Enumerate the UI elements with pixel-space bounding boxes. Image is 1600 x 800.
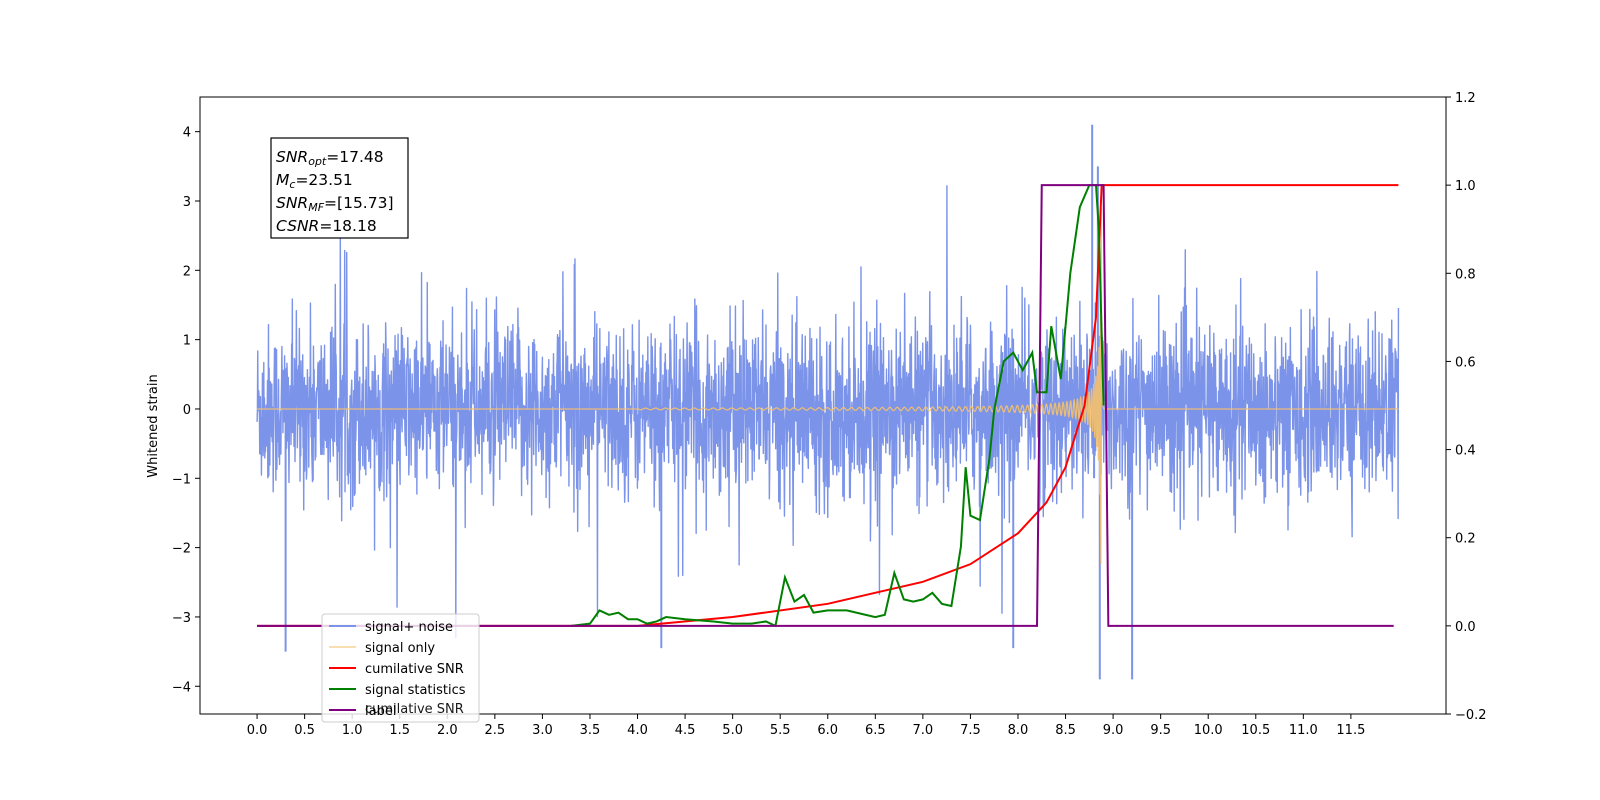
x-tick-label: 8.0 — [1008, 723, 1029, 738]
x-tick-label: 8.5 — [1055, 723, 1076, 738]
x-tick-label: 4.0 — [627, 723, 648, 738]
x-tick-label: 3.5 — [580, 723, 601, 738]
y-right-tick-label: 0.6 — [1455, 355, 1476, 370]
x-tick-label: 9.0 — [1103, 723, 1124, 738]
legend-item-label: signal only — [365, 641, 435, 656]
signal-noise-line — [256, 185, 1400, 639]
legend-item-label: signal+ noise — [365, 620, 453, 635]
y-left-tick-label: −3 — [172, 611, 191, 626]
plot-area — [256, 124, 1400, 680]
legend-frame — [321, 613, 480, 723]
x-tick-label: 11.5 — [1336, 723, 1365, 738]
y-left-tick-label: −4 — [172, 680, 191, 695]
x-tick-label: 1.0 — [342, 723, 363, 738]
x-tick-label: 3.0 — [532, 723, 553, 738]
y-left-tick-label: 1 — [183, 334, 191, 349]
info-line: CSNR=18.18 — [276, 217, 377, 235]
x-tick-label: 5.0 — [722, 723, 743, 738]
y-left-tick-label: 4 — [183, 126, 191, 141]
legend-ghost-text: cumilative SNR — [365, 702, 464, 717]
axes-border — [199, 96, 1447, 715]
x-tick-label: 7.0 — [913, 723, 934, 738]
x-tick-label: 6.5 — [865, 723, 886, 738]
legend-item-label: cumilative SNR — [365, 662, 464, 677]
legend-item-label: signal statistics — [365, 683, 466, 698]
y-right-tick-label: 0.0 — [1455, 620, 1476, 635]
legend-item-label: label — [365, 704, 396, 719]
info-line: SNRopt=17.48 — [276, 148, 384, 168]
x-tick-label: 0.5 — [294, 723, 315, 738]
signal-statistics-line — [570, 184, 1105, 628]
legend: cumilative SNR signal+ noise signal only cu… — [321, 613, 480, 723]
cumulative-snr-line — [257, 184, 1399, 627]
y-right-tick-label: −0.2 — [1455, 708, 1487, 723]
x-tick-label: 2.0 — [437, 723, 458, 738]
info-box-frame — [270, 137, 409, 239]
y-left-tick-label: −1 — [172, 472, 191, 487]
y-right-tick-label: 1.2 — [1455, 91, 1476, 106]
x-tick-label: 5.5 — [770, 723, 791, 738]
y-right-tick-label: 0.8 — [1455, 267, 1476, 282]
x-tick-label: 0.0 — [247, 723, 268, 738]
x-tick-label: 4.5 — [675, 723, 696, 738]
y-right-tick-label: 0.2 — [1455, 532, 1476, 547]
signal-only-line — [257, 207, 1399, 564]
axis-ticks: 0.0 0.5 1.0 1.5 2.0 2.5 3.0 3.5 4.0 4.5 5.0 5.5 6.0 6… — [172, 91, 1487, 738]
y-right-tick-label: 1.0 — [1455, 179, 1476, 194]
x-tick-label: 10.5 — [1241, 723, 1270, 738]
y-left-tick-label: −2 — [172, 542, 191, 557]
y-left-tick-label: 3 — [183, 195, 191, 210]
x-tick-label: 6.0 — [817, 723, 838, 738]
x-tick-label: 2.5 — [485, 723, 506, 738]
info-line: Mc=23.51 — [276, 171, 353, 191]
axes-frame — [199, 96, 1447, 715]
y-right-tick-label: 0.4 — [1455, 444, 1476, 459]
x-tick-label: 11.0 — [1289, 723, 1318, 738]
x-tick-label: 7.5 — [960, 723, 981, 738]
label-line — [257, 184, 1394, 627]
y-left-tick-label: 0 — [183, 403, 191, 418]
y-left-tick-label: 2 — [183, 264, 191, 279]
series-group — [256, 124, 1400, 680]
x-tick-label: 1.5 — [389, 723, 410, 738]
x-tick-label: 9.5 — [1150, 723, 1171, 738]
info-line: SNRMF=[15.73] — [276, 194, 394, 214]
info-box: SNRopt=17.48 Mc=23.51 SNRMF=[15.73] CSNR=18… — [270, 137, 409, 239]
x-tick-label: 10.0 — [1194, 723, 1223, 738]
y-axis-title: Whitened strain — [146, 374, 161, 477]
